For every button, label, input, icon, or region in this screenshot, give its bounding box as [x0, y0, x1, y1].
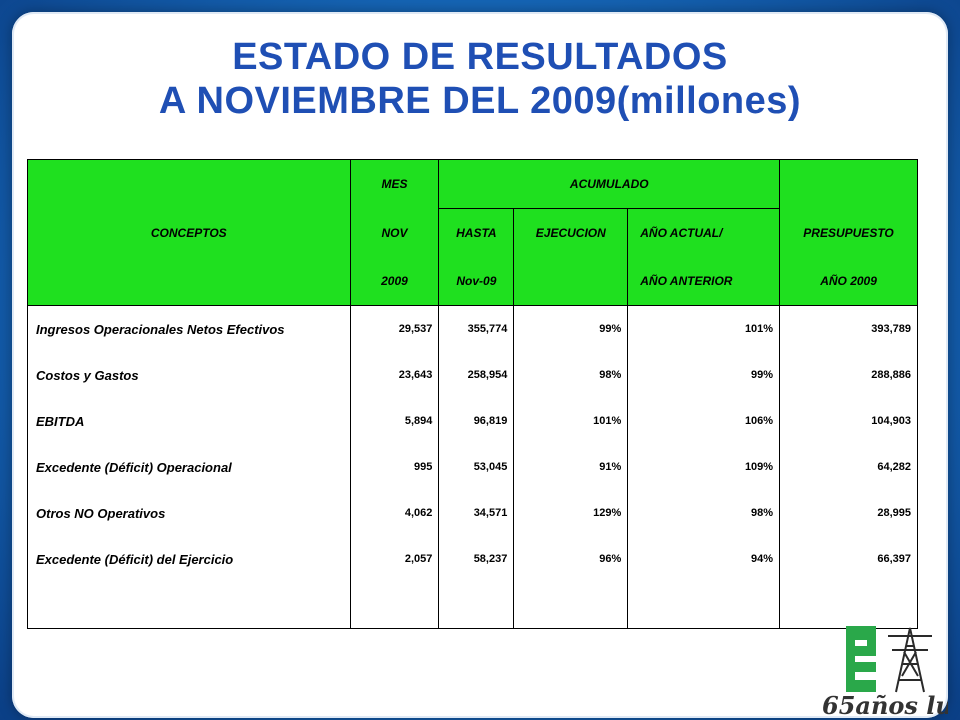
table-row: Excedente (Déficit) del Ejercicio 2,057 58… — [27, 536, 918, 582]
row-presupuesto: 64,282 — [877, 461, 911, 473]
row-concepto: Excedente (Déficit) Operacional — [27, 444, 351, 490]
row-ejecucion: 101% — [513, 398, 629, 444]
row-mes: 4,062 — [350, 490, 440, 536]
row-presupuesto: 288,886 — [871, 369, 911, 381]
row-hasta: 34,571 — [438, 490, 515, 536]
header-nov09: Nov-09 — [438, 257, 515, 306]
table-row: EBITDA 5,894 96,819 101% 106% 104,903 — [27, 398, 918, 444]
row-hasta: 258,954 — [438, 352, 515, 398]
logo-tagline: 65años luz — [822, 691, 948, 720]
row-ejecucion: 98% — [513, 352, 629, 398]
row-actual-anterior: 94% — [627, 536, 781, 582]
row-hasta: 53,045 — [438, 444, 515, 490]
header-ejecucion: EJECUCION — [513, 208, 629, 257]
row-hasta: 355,774 — [438, 305, 515, 352]
row-ejecucion: 91% — [513, 444, 629, 490]
row-concepto: Otros NO Operativos — [27, 490, 351, 536]
header-ano-actual: AÑO ACTUAL/ — [627, 208, 781, 257]
row-mes: 995 — [350, 444, 440, 490]
header-ano-anterior: AÑO ANTERIOR — [627, 257, 781, 306]
row-presupuesto: 393,789 — [779, 305, 918, 352]
table-row: Otros NO Operativos 4,062 34,571 129% 98% 28,… — [27, 490, 918, 536]
row-mes: 2,057 — [350, 536, 440, 582]
row-concepto: Excedente (Déficit) del Ejercicio — [27, 536, 351, 582]
row-actual-anterior: 98% — [627, 490, 781, 536]
row-concepto: EBITDA — [27, 398, 351, 444]
row-actual-anterior: 99% — [627, 352, 781, 398]
row-hasta: 58,237 — [438, 536, 515, 582]
header-conceptos: CONCEPTOS — [27, 208, 351, 257]
row-mes: 23,643 — [350, 352, 440, 398]
header-hasta: HASTA — [438, 208, 515, 257]
header-acumulado: ACUMULADO — [438, 159, 781, 209]
row-concepto: Ingresos Operacionales Netos Efectivos — [27, 305, 351, 352]
results-table: MES ACUMULADO CONCEPTOS NOV HASTA EJECUC… — [27, 159, 918, 629]
row-actual-anterior: 106% — [627, 398, 781, 444]
table-row: Excedente (Déficit) Operacional 995 53,045… — [27, 444, 918, 490]
row-actual-anterior: 101% — [627, 305, 781, 352]
chec-logo: 65años luz — [822, 626, 948, 720]
row-presupuesto: 104,903 — [871, 415, 911, 427]
table-row: Costos y Gastos 23,643 258,954 98% 99% 288,88… — [27, 352, 918, 398]
row-presupuesto: 66,397 — [877, 553, 911, 565]
header-presupuesto: PRESUPUESTO — [779, 208, 918, 257]
table-row: Ingresos Operacionales Netos Efectivos 29… — [27, 305, 918, 352]
row-presupuesto: 28,995 — [877, 507, 911, 519]
header-year: 2009 — [350, 257, 440, 306]
row-actual-anterior: 109% — [627, 444, 781, 490]
row-concepto: Costos y Gastos — [27, 352, 351, 398]
title-line-2: A NOVIEMBRE DEL 2009(millones) — [158, 80, 802, 122]
title-line-1: ESTADO DE RESULTADOS — [232, 36, 728, 78]
logo-letters — [846, 626, 876, 692]
header-ano-2009: AÑO 2009 — [779, 257, 918, 306]
row-ejecucion: 99% — [513, 305, 629, 352]
row-ejecucion: 129% — [513, 490, 629, 536]
header-mes: MES — [350, 159, 440, 209]
row-mes: 29,537 — [350, 305, 440, 352]
row-ejecucion: 96% — [513, 536, 629, 582]
row-hasta: 96,819 — [438, 398, 515, 444]
tower-icon — [888, 627, 932, 693]
header-nov: NOV — [350, 208, 440, 257]
row-mes: 5,894 — [350, 398, 440, 444]
